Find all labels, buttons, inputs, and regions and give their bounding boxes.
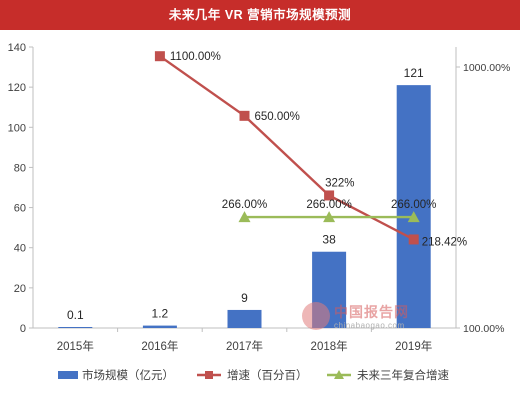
left-axis-tick-label: 100 [8, 122, 26, 134]
growth-marker [408, 234, 419, 245]
right-axis-tick-label: 1000.00% [463, 62, 510, 74]
growth-value-label: 1100.00% [170, 51, 221, 63]
left-axis-tick-label: 0 [20, 323, 26, 335]
watermark-logo-icon [302, 302, 330, 330]
bar [396, 85, 431, 328]
axes: 0 20 40 60 80 100 120 140 100.00% 1000.00% 2015年 20… [8, 42, 511, 353]
cagr-value-label: 266.00% [391, 199, 436, 211]
cagr-marker [238, 211, 251, 223]
legend: 市场规模（亿元） 增速（百分百） 未来三年复合增速 [58, 368, 449, 382]
x-axis-tick-label: 2019年 [395, 339, 432, 353]
growth-marker [239, 110, 250, 121]
bar-value-label: 38 [322, 233, 336, 247]
bar [227, 309, 262, 328]
bar-series [58, 85, 431, 328]
growth-value-label: 218.42% [422, 236, 467, 248]
legend-label: 市场规模（亿元） [82, 368, 174, 382]
watermark-name: 中国报告网 [334, 304, 409, 320]
data-labels: 0.1 1.2 9 38 121 1100.00% 650.00% 322% 218.42% 26… [67, 51, 467, 322]
legend-square-marker [205, 371, 213, 379]
legend-bar-swatch [58, 371, 78, 379]
bar-value-label: 0.1 [67, 308, 84, 322]
x-axis-tick-label: 2018年 [311, 339, 348, 353]
cagr-marker [323, 211, 336, 223]
legend-label: 未来三年复合增速 [357, 368, 449, 382]
watermark-url: chinabaogao.com [334, 321, 405, 330]
left-axis-tick-label: 140 [8, 42, 26, 54]
right-axis-tick-label: 100.00% [463, 323, 504, 335]
watermark: 中国报告网 chinabaogao.com [302, 300, 432, 340]
bar [58, 327, 93, 328]
legend-triangle-marker [334, 370, 344, 379]
growth-value-label: 650.00% [255, 111, 300, 123]
legend-label: 增速（百分百） [227, 368, 308, 382]
x-axis-tick-label: 2017年 [226, 339, 263, 353]
cagr-marker [407, 211, 420, 223]
bar-value-label: 9 [241, 291, 248, 305]
growth-marker [154, 51, 165, 62]
cagr-value-label: 266.00% [222, 199, 267, 211]
cagr-value-label: 266.00% [306, 199, 351, 211]
left-axis-tick-label: 80 [14, 162, 26, 174]
left-axis-tick-label: 60 [14, 203, 26, 215]
left-axis-tick-label: 40 [14, 243, 26, 255]
bar-value-label: 121 [404, 66, 424, 80]
bar-value-label: 1.2 [152, 307, 169, 321]
growth-value-label: 322% [325, 177, 354, 189]
bar [142, 325, 177, 328]
growth-line [159, 55, 415, 241]
line-series [154, 51, 420, 245]
chart-title: 未来几年 VR 营销市场规模预测 [0, 0, 520, 30]
left-axis-tick-label: 20 [14, 283, 26, 295]
growth-marker [324, 190, 335, 201]
x-axis-tick-label: 2016年 [141, 339, 178, 353]
left-axis-tick-label: 120 [8, 82, 26, 94]
x-axis-tick-label: 2015年 [57, 339, 94, 353]
